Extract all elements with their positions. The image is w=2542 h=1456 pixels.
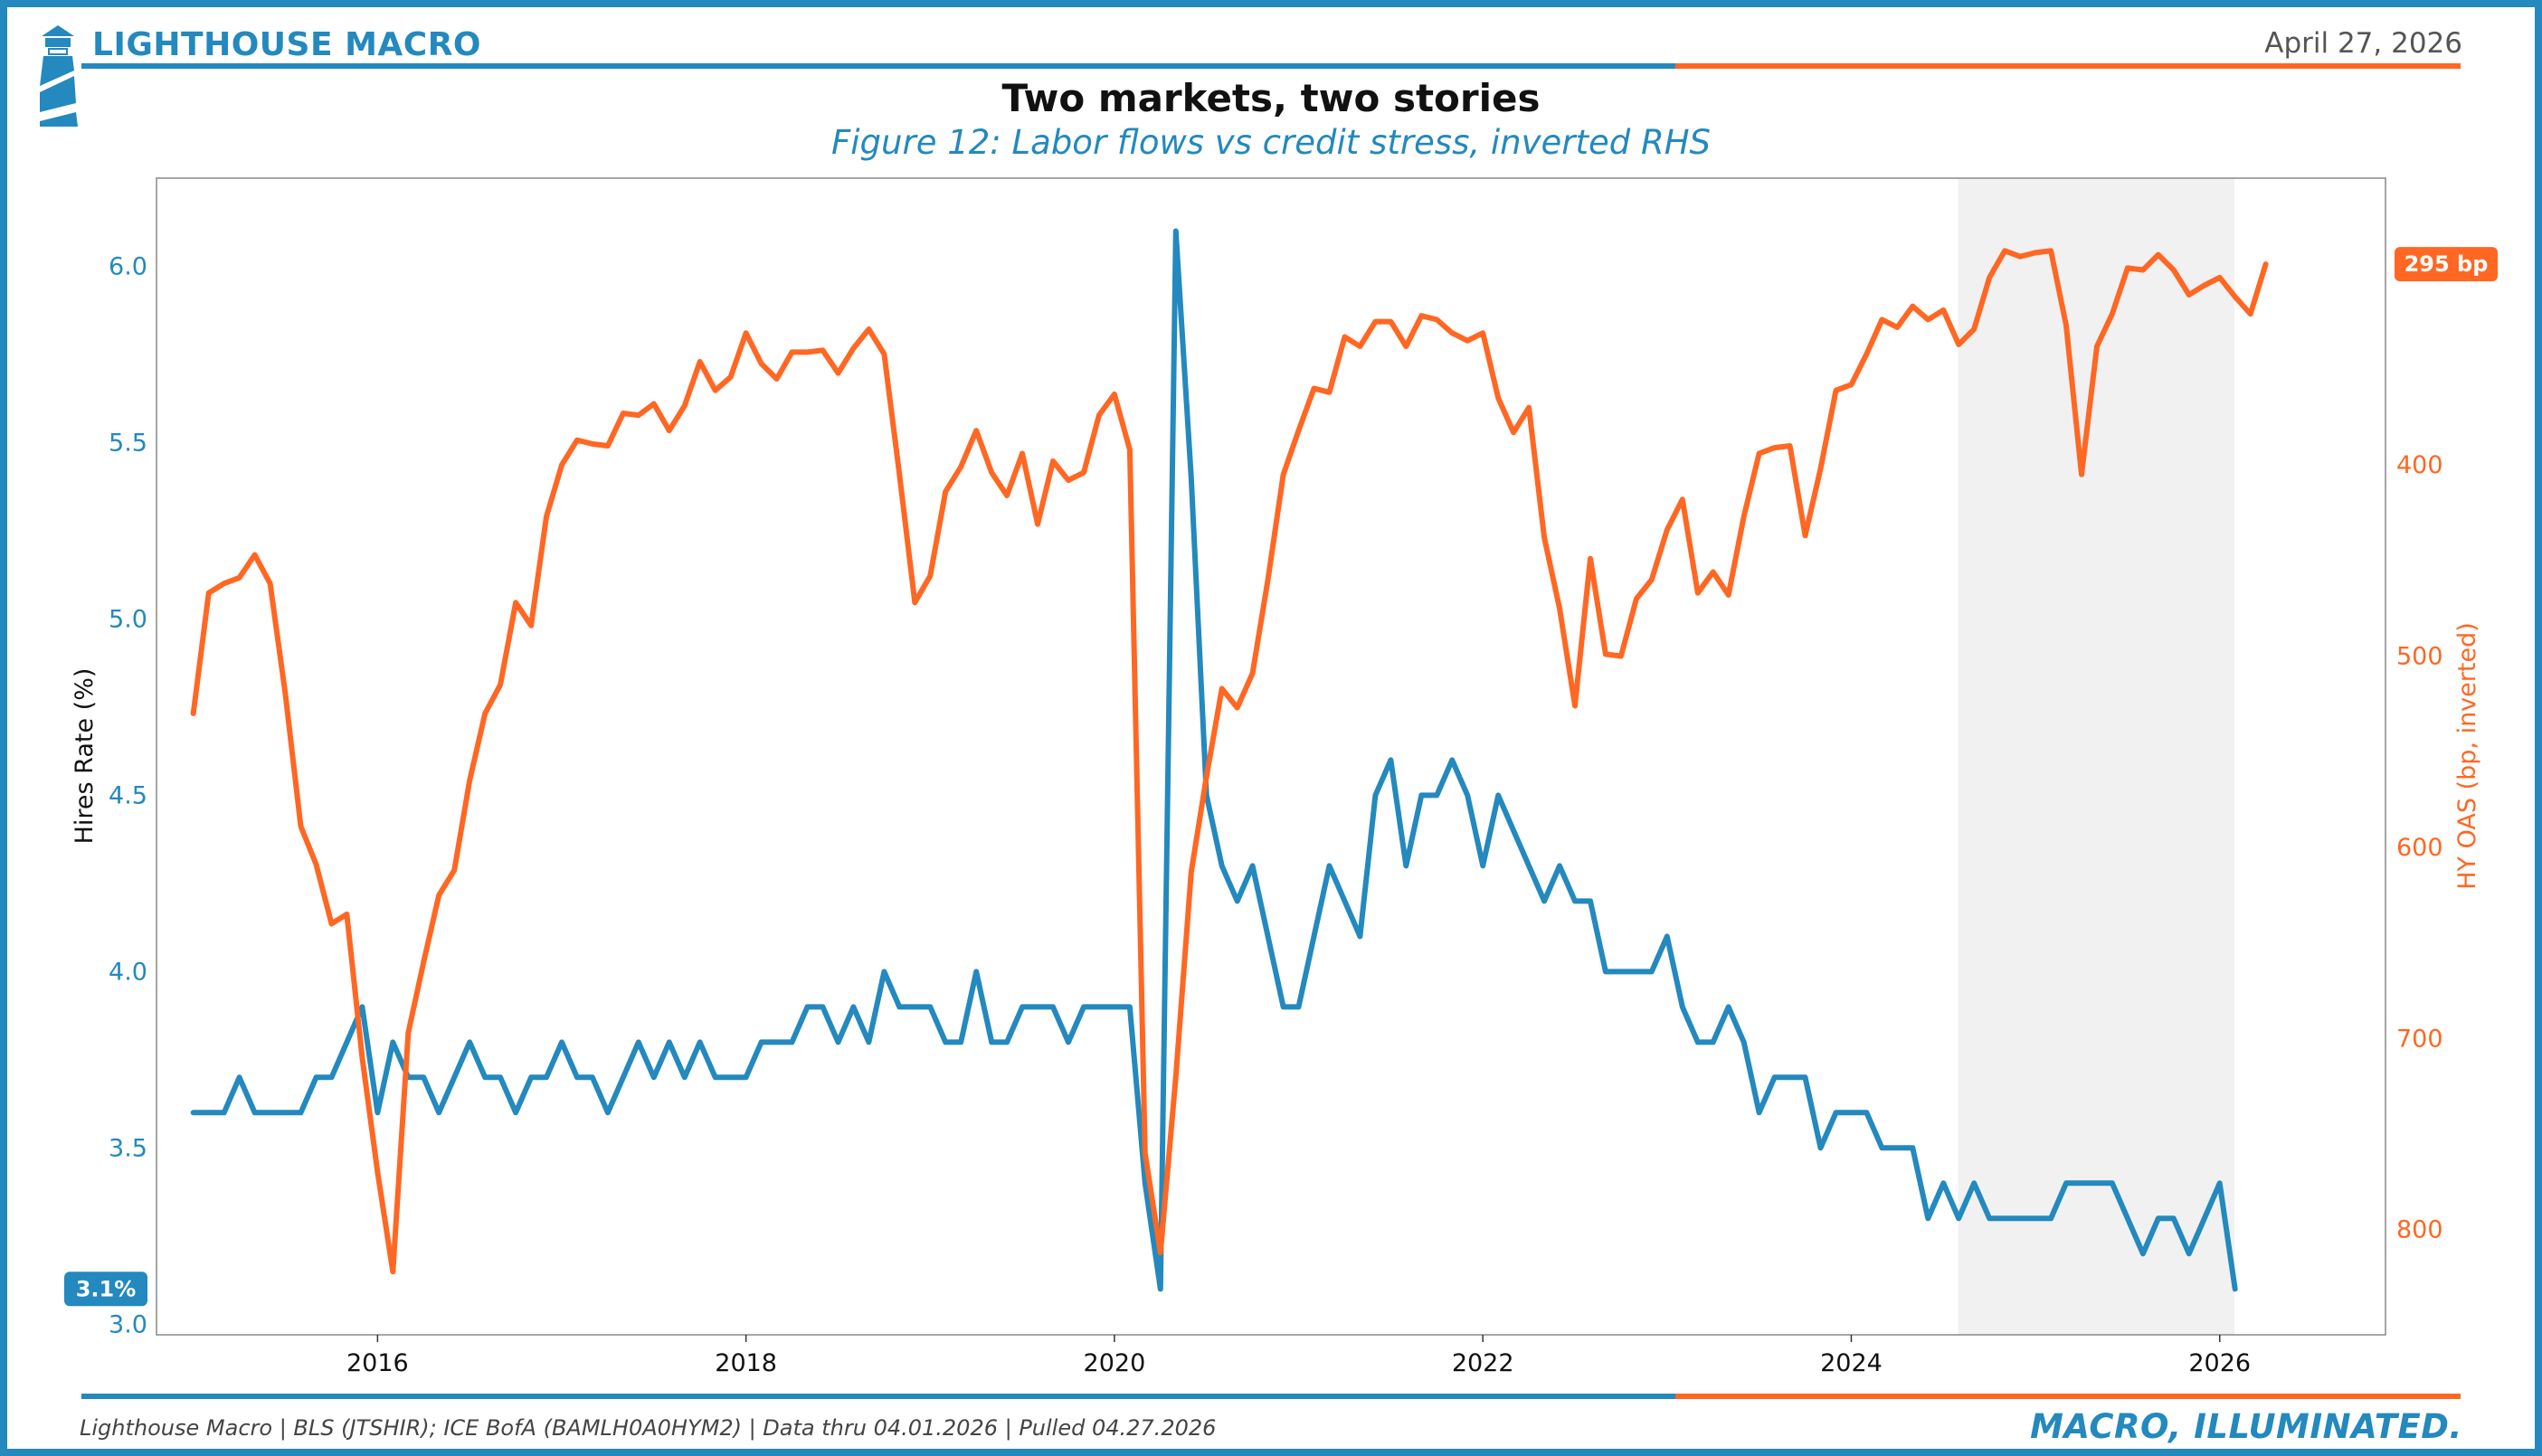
value-badges: 3.1% 295 bp	[64, 247, 2498, 1307]
x-tick-label: 2024	[1820, 1349, 1883, 1377]
right-axis: 400 500 600 700 800	[2396, 451, 2443, 1244]
right-tick-label: 800	[2396, 1216, 2443, 1244]
x-tick-label: 2022	[1452, 1349, 1514, 1377]
x-tick-label: 2018	[715, 1349, 777, 1377]
hy-oas-line	[190, 248, 2269, 1275]
x-tick-label: 2020	[1084, 1349, 1146, 1377]
x-tick-label: 2026	[2188, 1349, 2251, 1377]
hy-oas-value-badge: 295 bp	[2395, 247, 2498, 282]
plot-frame	[156, 177, 2386, 1336]
source-note: Lighthouse Macro | BLS (JTSHIR); ICE Bof…	[80, 1415, 1217, 1441]
x-axis: 2016 2018 2020 2022 2024 2026	[346, 1335, 2251, 1377]
left-tick-label: 4.5	[109, 781, 147, 809]
left-axis-label: Hires Rate (%)	[71, 668, 99, 845]
brand-name: LIGHTHOUSE MACRO	[92, 26, 482, 63]
hires-rate-badge-text: 3.1%	[76, 1276, 137, 1301]
left-tick-label: 3.5	[109, 1134, 147, 1162]
lighthouse-icon	[40, 25, 78, 127]
series-group	[190, 228, 2269, 1292]
chart-title: Two markets, two stories	[1001, 76, 1541, 120]
left-tick-label: 6.0	[109, 252, 147, 280]
x-tick-label: 2016	[346, 1349, 409, 1377]
left-tick-label: 4.0	[109, 958, 147, 986]
left-tick-label: 5.0	[109, 605, 147, 633]
right-axis-label: HY OAS (bp, inverted)	[2453, 622, 2481, 890]
right-tick-label: 600	[2396, 834, 2443, 862]
report-date: April 27, 2026	[2264, 27, 2462, 60]
tagline: MACRO, ILLUMINATED.	[2030, 1407, 2462, 1446]
right-tick-label: 500	[2396, 643, 2443, 671]
hy-oas-badge-text: 295 bp	[2404, 251, 2489, 277]
chart-subtitle: Figure 12: Labor flows vs credit stress,…	[830, 123, 1712, 162]
left-axis: 3.0 3.5 4.0 4.5 5.0 5.5 6.0	[109, 252, 147, 1338]
left-tick-label: 5.5	[109, 429, 147, 457]
right-tick-label: 400	[2396, 451, 2443, 479]
left-tick-label: 3.0	[109, 1310, 147, 1338]
right-tick-label: 700	[2396, 1025, 2443, 1053]
hires-rate-line	[190, 228, 2238, 1292]
hires-rate-value-badge: 3.1%	[64, 1272, 147, 1307]
